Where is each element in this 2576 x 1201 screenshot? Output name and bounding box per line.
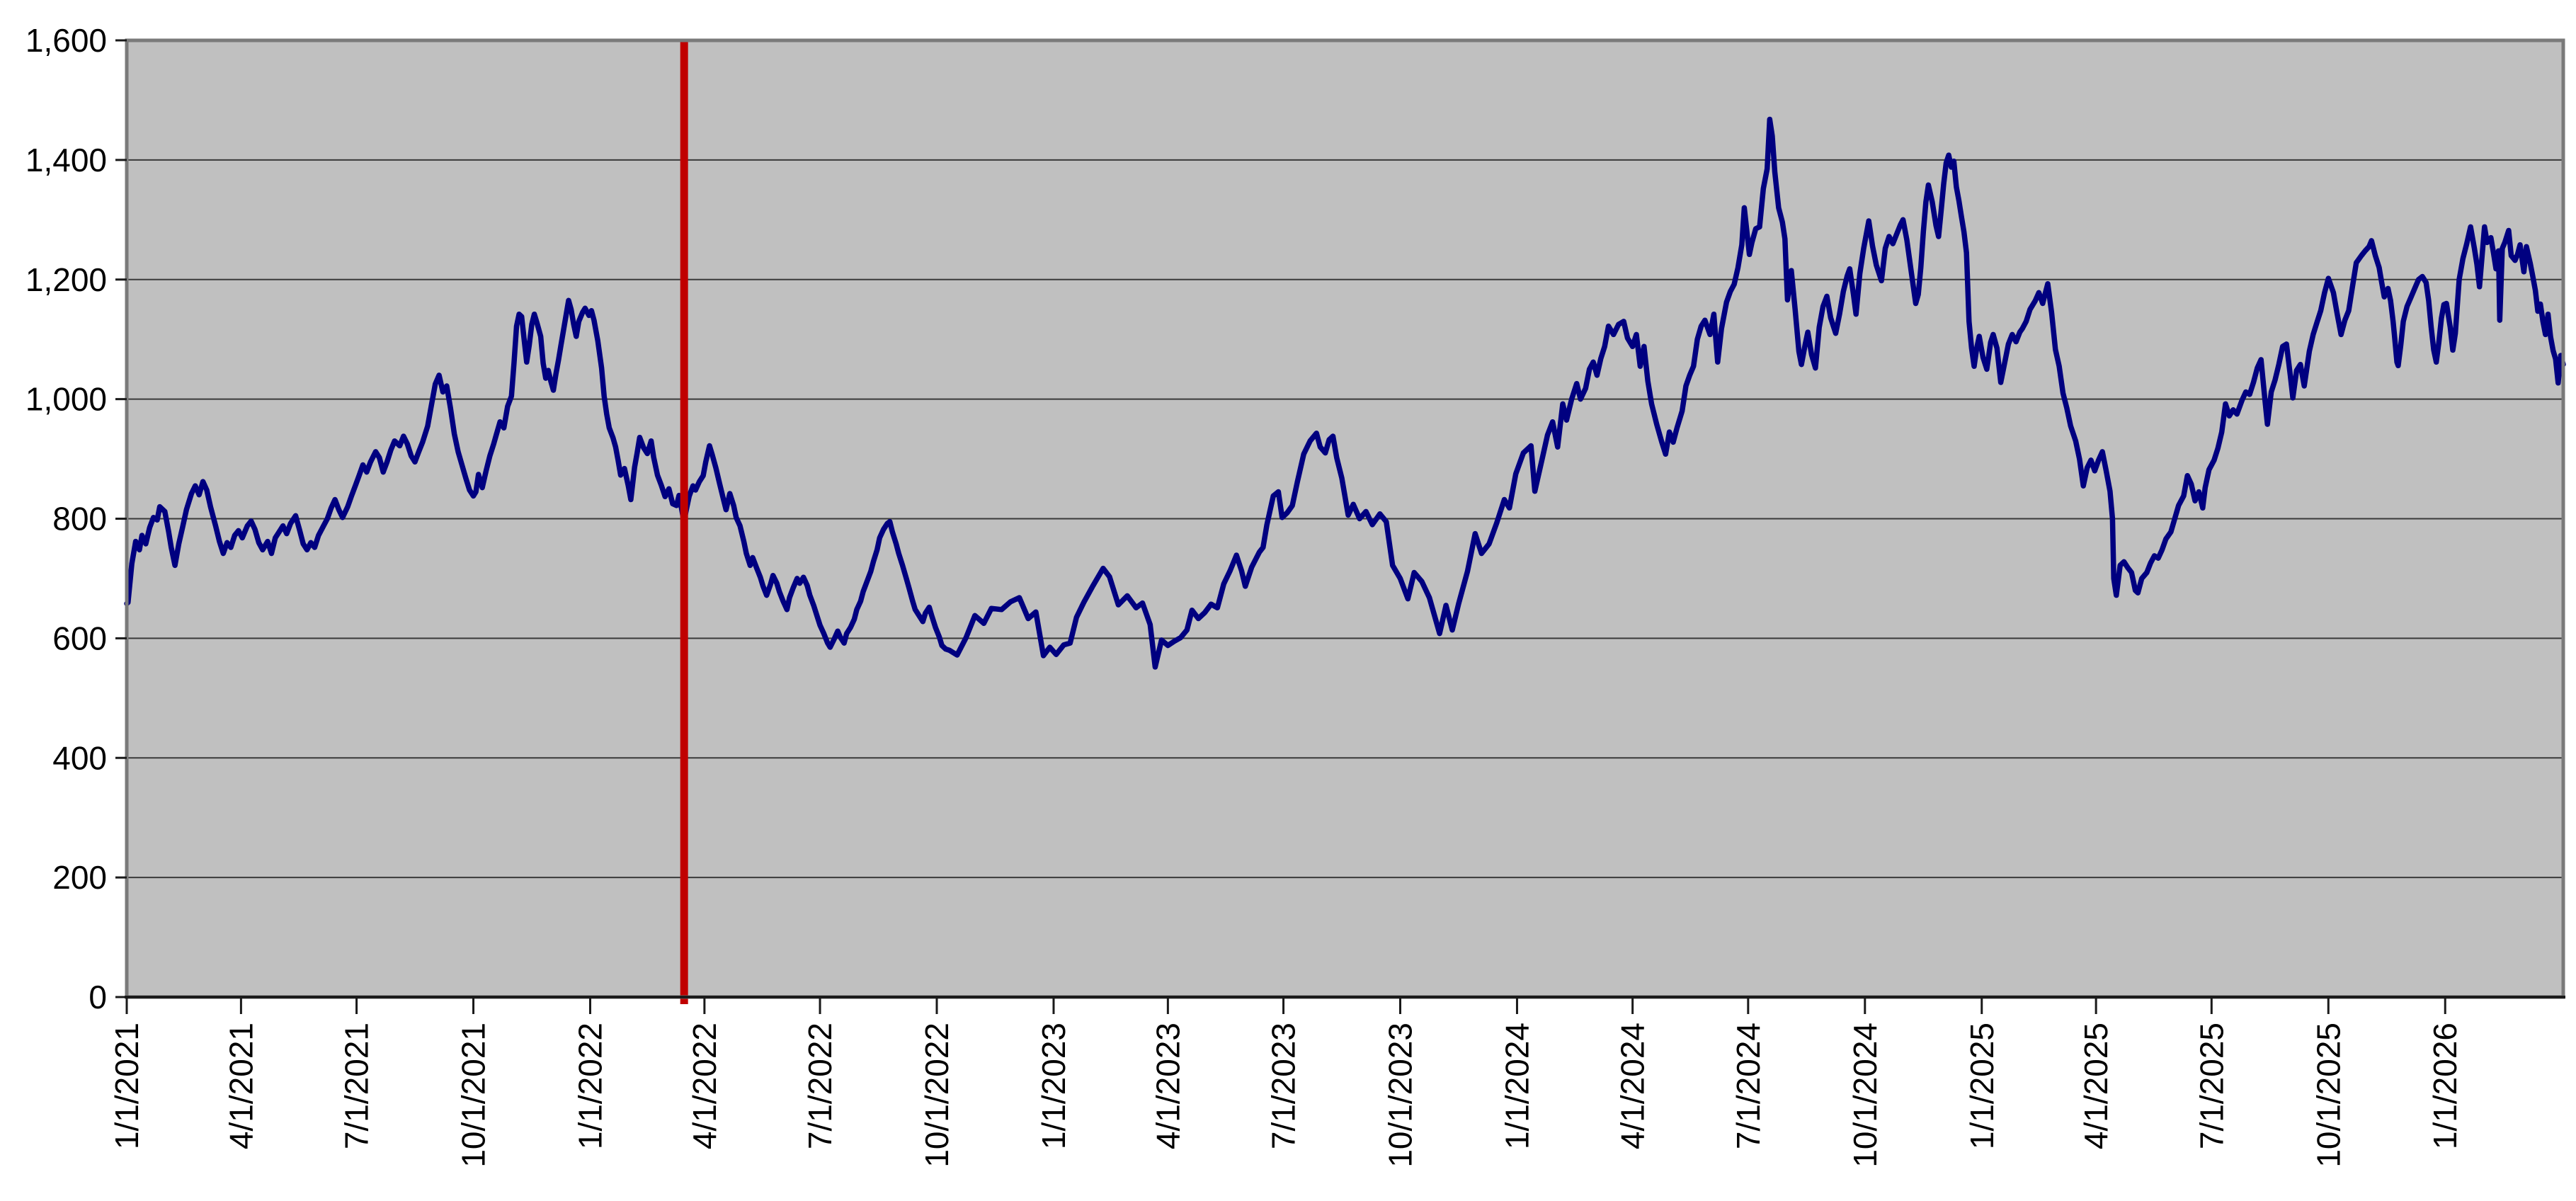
x-tick-label: 1/1/2024 (1498, 1023, 1535, 1149)
x-tick-label: 1/1/2023 (1035, 1023, 1072, 1149)
x-tick-label: 4/1/2021 (222, 1023, 259, 1149)
y-tick-label: 1,000 (25, 381, 107, 418)
x-tick-label: 10/1/2023 (1382, 1023, 1419, 1168)
x-tick-label: 7/1/2023 (1265, 1023, 1302, 1149)
x-tick-label: 7/1/2022 (802, 1023, 838, 1149)
y-tick-label: 600 (52, 620, 107, 656)
x-tick-label: 7/1/2021 (338, 1023, 375, 1149)
y-tick-label: 0 (89, 979, 107, 1015)
x-tick-label: 1/1/2021 (108, 1023, 145, 1149)
x-tick-label: 4/1/2023 (1149, 1023, 1186, 1149)
x-tick-label: 1/1/2026 (2427, 1023, 2463, 1149)
y-tick-label: 400 (52, 739, 107, 776)
x-tick-label: 1/1/2022 (571, 1023, 608, 1149)
x-tick-label: 7/1/2025 (2193, 1023, 2230, 1149)
y-tick-label: 1,600 (25, 22, 107, 59)
price-series-line (124, 116, 2566, 670)
x-tick-label: 4/1/2024 (1614, 1023, 1651, 1149)
y-tick-label: 200 (52, 859, 107, 896)
x-tick-label: 10/1/2022 (918, 1023, 955, 1168)
x-tick-label: 4/1/2025 (2078, 1023, 2114, 1149)
x-tick-label: 1/1/2025 (1964, 1023, 2000, 1149)
x-tick-label: 10/1/2024 (1847, 1023, 1883, 1168)
x-tick-label: 4/1/2022 (686, 1023, 723, 1149)
x-tick-label: 10/1/2021 (455, 1023, 492, 1168)
y-tick-label: 1,400 (25, 142, 107, 178)
y-tick-label: 1,200 (25, 261, 107, 298)
x-tick-label: 10/1/2025 (2310, 1023, 2347, 1168)
x-tick-label: 7/1/2024 (1730, 1023, 1767, 1149)
y-tick-label: 800 (52, 501, 107, 537)
